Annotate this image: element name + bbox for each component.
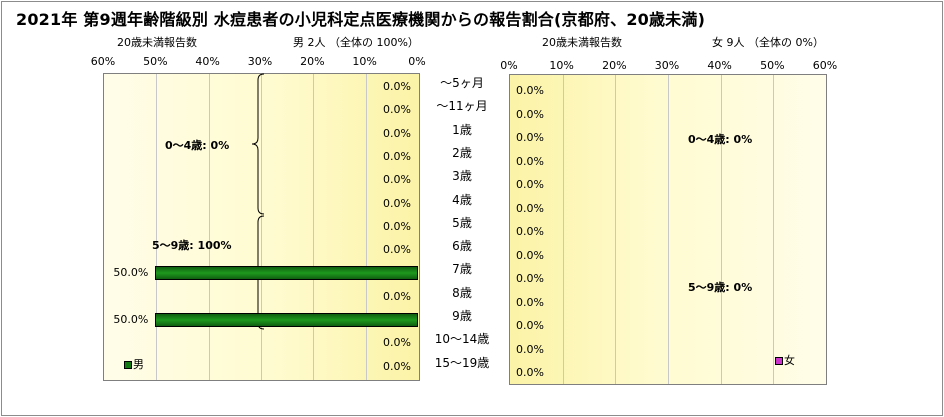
- age-label: 5歳: [452, 215, 472, 230]
- right-gridline: [615, 75, 617, 384]
- left-data-label: 0.0%: [383, 289, 411, 303]
- left-tick-label: 30%: [247, 55, 273, 68]
- age-label: ～5ヶ月: [440, 76, 484, 90]
- age-label: 2歳: [452, 145, 472, 160]
- right-data-label: 0.0%: [516, 295, 544, 309]
- right-tick-label: 40%: [707, 59, 732, 72]
- left-data-label: 0.0%: [383, 126, 411, 140]
- left-data-label: 50.0%: [113, 266, 149, 280]
- left-data-label: 0.0%: [383, 80, 411, 93]
- male-bar-9歳: [155, 313, 418, 327]
- right-gridline: [720, 75, 722, 384]
- right-tick-label: 30%: [654, 59, 680, 72]
- left-axis-title: 20歳未満報告数: [117, 36, 197, 49]
- right-data-label: 0.0%: [516, 225, 544, 238]
- left-tick-label: 0%: [408, 55, 426, 68]
- left-data-label: 50.0%: [113, 313, 149, 326]
- age-label: 8歳: [452, 285, 472, 300]
- left-plot-area: [103, 73, 420, 381]
- right-tick-label: 50%: [760, 59, 785, 72]
- right-data-label: 0.0%: [516, 366, 544, 379]
- left-data-label: 0.0%: [383, 359, 411, 373]
- age-label: 7歳: [452, 262, 472, 277]
- age-label: 4歳: [452, 192, 472, 207]
- right-data-label: 0.0%: [516, 84, 544, 97]
- right-header: 女 9人 （全体の 0%）: [712, 36, 824, 49]
- male-legend-marker: [124, 361, 132, 369]
- right-plot-area: [509, 74, 827, 385]
- age-label: 3歳: [452, 169, 472, 184]
- left-gridline: [156, 74, 158, 380]
- left-gridline: [365, 74, 367, 380]
- left-data-label: 0.0%: [383, 243, 411, 257]
- male-bar-7歳: [155, 266, 418, 281]
- right-data-label: 0.0%: [516, 131, 544, 144]
- right-tick-label: 60%: [812, 59, 838, 72]
- right-group-label-0-4: 0～4歳: 0%: [688, 133, 753, 146]
- chart-title: 2021年 第9週年齢階級別 水痘患者の小児科定点医療機関からの報告割合(京都府…: [16, 10, 706, 29]
- right-data-label: 0.0%: [516, 248, 544, 262]
- left-gridline: [313, 74, 315, 380]
- right-data-label: 0.0%: [516, 154, 544, 168]
- left-tick-label: 10%: [352, 55, 377, 68]
- right-data-label: 0.0%: [516, 272, 544, 285]
- left-data-label: 0.0%: [383, 336, 411, 350]
- left-tick-label: 40%: [195, 55, 220, 68]
- right-data-label: 0.0%: [516, 201, 544, 215]
- left-tick-label: 50%: [143, 55, 168, 68]
- left-group-label-5-9: 5～9歳: 100%: [152, 239, 232, 252]
- age-label: 15～19歳: [434, 355, 490, 370]
- right-data-label: 0.0%: [516, 107, 544, 121]
- left-data-label: 0.0%: [383, 196, 411, 210]
- left-group-label-0-4: 0～4歳: 0%: [165, 139, 230, 152]
- left-tick-label: 20%: [300, 55, 325, 68]
- right-gridline: [668, 75, 669, 384]
- right-data-label: 0.0%: [516, 178, 544, 191]
- right-tick-label: 0%: [500, 59, 518, 72]
- left-brace-0-4: [251, 73, 265, 215]
- left-gridline: [261, 74, 262, 380]
- age-label: ～11ヶ月: [436, 99, 488, 114]
- male-legend-label: 男: [133, 358, 144, 371]
- right-tick-label: 20%: [602, 59, 627, 72]
- age-label: 10～14歳: [434, 332, 490, 347]
- age-label: 1歳: [452, 122, 472, 137]
- age-label: 9歳: [452, 309, 472, 323]
- female-legend-label: 女: [784, 354, 795, 367]
- left-data-label: 0.0%: [383, 219, 411, 233]
- left-tick-label: 60%: [90, 55, 116, 68]
- female-legend-marker: [775, 357, 783, 365]
- left-header: 男 2人 （全体の 100%）: [293, 36, 419, 49]
- right-gridline: [562, 75, 564, 384]
- right-group-label-5-9: 5～9歳: 0%: [688, 281, 753, 294]
- left-data-label: 0.0%: [383, 173, 411, 187]
- left-gridline: [208, 74, 210, 380]
- right-data-label: 0.0%: [516, 319, 544, 332]
- age-label: 6歳: [452, 239, 472, 254]
- right-gridline: [773, 75, 775, 384]
- right-data-label: 0.0%: [516, 342, 544, 356]
- left-data-label: 0.0%: [383, 149, 411, 163]
- right-tick-label: 10%: [549, 59, 574, 72]
- left-data-label: 0.0%: [383, 103, 411, 117]
- right-axis-title: 20歳未満報告数: [542, 36, 622, 49]
